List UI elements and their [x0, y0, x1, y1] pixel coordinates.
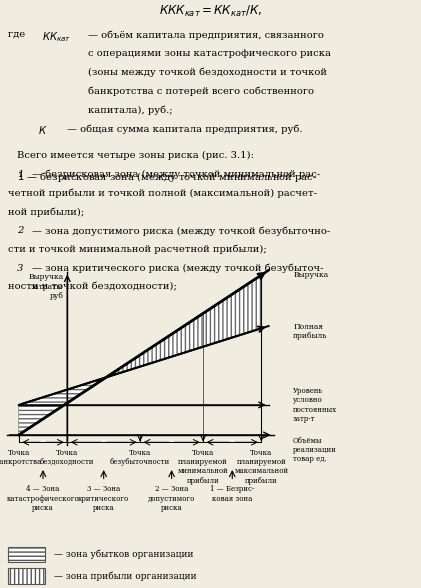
Text: — безрисковая зона (между точкой минимальной рас-: — безрисковая зона (между точкой минимал…: [32, 169, 320, 179]
Bar: [8, 569, 45, 584]
Text: с операциями зоны катастрофического риска: с операциями зоны катастрофического риск…: [88, 49, 331, 58]
Text: — объём капитала предприятия, связанного: — объём капитала предприятия, связанного: [88, 30, 324, 39]
Text: 2: 2: [17, 226, 23, 235]
Text: Выручка
затраты
руб: Выручка затраты руб: [28, 273, 64, 300]
Text: ности и точкой бездоходности);: ности и точкой бездоходности);: [8, 283, 177, 292]
Text: Объёмы
реализации
товар ед.: Объёмы реализации товар ед.: [293, 436, 337, 463]
Text: Уровень
условно
постоянных
затр-т: Уровень условно постоянных затр-т: [293, 387, 337, 423]
Text: 3 — Зона
критического
риска: 3 — Зона критического риска: [78, 485, 129, 512]
Text: капитала), руб.;: капитала), руб.;: [88, 105, 173, 115]
Text: ной прибыли);: ной прибыли);: [8, 207, 85, 217]
Text: банкротства с потерей всего собственного: банкротства с потерей всего собственного: [88, 86, 314, 96]
Text: $КК_{кат}$: $КК_{кат}$: [42, 30, 71, 44]
Text: — общая сумма капитала предприятия, руб.: — общая сумма капитала предприятия, руб.: [67, 124, 303, 134]
Text: — зона прибыли организации: — зона прибыли организации: [54, 572, 196, 581]
Text: $К$: $К$: [38, 124, 47, 136]
Text: Точка
планируемой
минимальной
прибыли: Точка планируемой минимальной прибыли: [178, 449, 229, 485]
Text: (зоны между точкой бездоходности и точкой: (зоны между точкой бездоходности и точко…: [88, 68, 328, 77]
Text: — зона допустимого риска (между точкой безубыточно-: — зона допустимого риска (между точкой б…: [32, 226, 330, 236]
Text: — зона убытков организации: — зона убытков организации: [54, 550, 193, 559]
Text: $ККК_{кат} = КК_{кат}/К,$: $ККК_{кат} = КК_{кат}/К,$: [159, 4, 262, 19]
Text: Точка
планируемой
максимальной
прибыли: Точка планируемой максимальной прибыли: [234, 449, 288, 485]
Bar: [8, 547, 45, 562]
Text: Точка
безубыточности: Точка безубыточности: [110, 449, 170, 466]
Text: Всего имеется четыре зоны риска (рис. 3.1):: Всего имеется четыре зоны риска (рис. 3.…: [17, 151, 254, 160]
Text: Точка
банкротства: Точка банкротства: [0, 449, 42, 466]
Text: Выручка: Выручка: [293, 271, 328, 279]
Text: 2 — Зона
допустимого
риска: 2 — Зона допустимого риска: [148, 485, 195, 512]
Text: $1$ — безрисковая зона (между точкой минимальной рас-: $1$ — безрисковая зона (между точкой мин…: [17, 169, 317, 183]
Text: Полная
прибыль: Полная прибыль: [293, 323, 328, 340]
Text: 1 — Безрис-
ковая зона: 1 — Безрис- ковая зона: [210, 485, 254, 503]
Text: где: где: [8, 30, 29, 39]
Text: Точка
бездоходности: Точка бездоходности: [40, 449, 95, 466]
Text: 1: 1: [17, 169, 23, 179]
Text: 4 — Зона
катастрофического
риска: 4 — Зона катастрофического риска: [7, 485, 80, 512]
Text: четной прибыли и точкой полной (максимальной) расчет-: четной прибыли и точкой полной (максимал…: [8, 188, 317, 198]
Text: сти и точкой минимальной расчетной прибыли);: сти и точкой минимальной расчетной прибы…: [8, 245, 267, 255]
Text: 3: 3: [17, 263, 23, 273]
Text: — зона критического риска (между точкой безубыточ-: — зона критического риска (между точкой …: [32, 263, 323, 273]
